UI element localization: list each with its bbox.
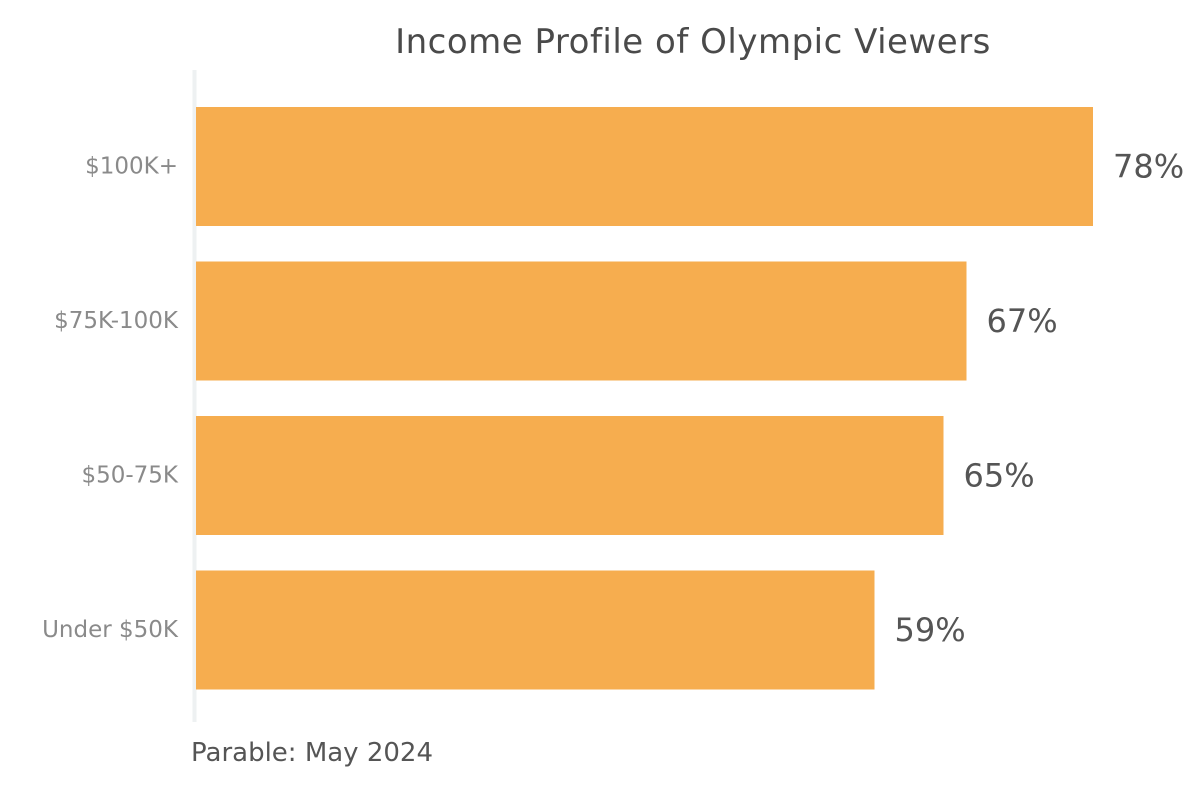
bar	[196, 570, 875, 690]
category-label: $50-75K	[81, 463, 178, 489]
category-label: $75K-100K	[54, 308, 179, 334]
bar	[196, 261, 967, 381]
category-label: Under $50K	[42, 617, 179, 643]
source-note: Parable: May 2024	[191, 738, 433, 768]
value-label: 59%	[895, 611, 966, 649]
value-label: 65%	[964, 457, 1035, 495]
value-label: 67%	[987, 302, 1058, 340]
value-label: 78%	[1113, 148, 1184, 186]
bar	[196, 107, 1093, 226]
category-label: $100K+	[85, 154, 178, 180]
bar	[196, 416, 944, 535]
chart-title: Income Profile of Olympic Viewers	[395, 22, 991, 62]
